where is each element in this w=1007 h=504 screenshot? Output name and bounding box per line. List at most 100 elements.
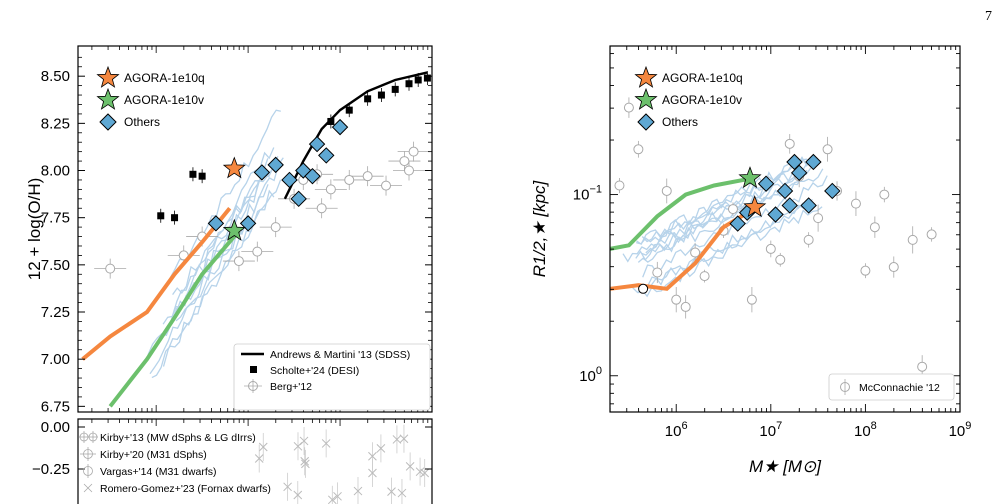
romero-cross bbox=[254, 454, 264, 463]
scholte-point bbox=[423, 74, 431, 82]
berg-point bbox=[105, 263, 116, 274]
simulation-track bbox=[162, 171, 265, 325]
mcconnachie-point bbox=[690, 247, 701, 258]
simulation-track bbox=[170, 158, 269, 321]
agora-1e10q-star bbox=[222, 156, 246, 179]
others-diamond bbox=[207, 215, 225, 232]
simulation-track bbox=[641, 169, 808, 256]
romero-cross bbox=[392, 435, 402, 444]
right-legend-lower: McConnachie '12 bbox=[828, 373, 955, 401]
right-marks bbox=[609, 97, 937, 379]
others-diamond bbox=[729, 215, 746, 232]
legend-square-scholte bbox=[250, 366, 257, 373]
y-tick-label: 100 bbox=[579, 365, 602, 385]
romero-cross bbox=[387, 487, 396, 497]
agora-1e10q-track bbox=[81, 206, 232, 361]
mcconnachie-point bbox=[879, 189, 890, 200]
romero-cross bbox=[333, 491, 342, 501]
y-tick-label: 7.25 bbox=[41, 304, 70, 321]
berg-point bbox=[270, 222, 281, 233]
romero-cross bbox=[283, 482, 292, 492]
scholte-point bbox=[377, 91, 385, 99]
simulation-track bbox=[641, 159, 804, 243]
legend-label-kirby20: Kirby+'20 (M31 dSphs) bbox=[100, 449, 207, 461]
scholte-point bbox=[327, 117, 335, 125]
legend-label-andrews: Andrews & Martini '13 (SDSS) bbox=[270, 349, 410, 361]
mcconnachie-point bbox=[765, 243, 776, 254]
romero-cross bbox=[405, 462, 415, 471]
legend-label-vargas: Vargas+'14 (M31 dwarfs) bbox=[100, 466, 216, 478]
right-frame bbox=[609, 45, 961, 413]
simulation-track bbox=[636, 158, 812, 245]
x-tick-label: 106 bbox=[665, 420, 688, 440]
legend-label-1e10v-right: AGORA-1e10v bbox=[662, 93, 742, 107]
scholte-point bbox=[414, 76, 422, 84]
romero-cross bbox=[415, 467, 425, 477]
right-x-axis-label: M★ [M⊙] bbox=[749, 457, 822, 476]
left-bottom-legend: Kirby+'13 (MW dSphs & LG dIrrs) Kirby+'2… bbox=[79, 431, 271, 495]
right-legend-upper: AGORA-1e10q AGORA-1e10v Others bbox=[634, 65, 743, 131]
legend-box-right bbox=[828, 373, 955, 401]
x-tick-label: 107 bbox=[759, 420, 782, 440]
others-diamond bbox=[253, 164, 271, 181]
legend-star-1e10v-right bbox=[634, 87, 658, 110]
left-bottom-frame bbox=[77, 418, 433, 504]
agora-1e10q-star bbox=[743, 195, 767, 218]
romero-cross bbox=[258, 442, 268, 452]
others-diamond bbox=[781, 197, 798, 214]
scholte-point bbox=[171, 214, 179, 222]
mcconnachie-point bbox=[746, 294, 757, 305]
others-diamond bbox=[790, 164, 808, 182]
right-y-axis-label: R1/2,★ [kpc] bbox=[530, 179, 549, 277]
mcconnachie-point bbox=[680, 301, 691, 312]
y-tick-label: 6.75 bbox=[41, 398, 70, 415]
others-diamond bbox=[805, 153, 822, 171]
berg-point bbox=[325, 184, 336, 195]
legend-label-1e10q-right: AGORA-1e10q bbox=[662, 71, 743, 85]
scholte-point bbox=[391, 85, 399, 93]
y-tick-label: 7.50 bbox=[41, 257, 70, 274]
romero-cross bbox=[327, 495, 337, 504]
berg-point bbox=[381, 180, 392, 191]
romero-cross bbox=[420, 468, 430, 478]
right-panel: 106 107 108 109 100 10−1 R1/2,★ [kpc] M★ [M⊙]… bbox=[530, 45, 971, 476]
mcconnachie-point bbox=[623, 102, 634, 113]
left-top-frame bbox=[77, 45, 433, 413]
berg-point bbox=[362, 171, 373, 182]
simulation-track bbox=[637, 168, 824, 263]
mcconnachie-point bbox=[699, 271, 710, 282]
right-ticks: 106 107 108 109 100 10−1 bbox=[573, 46, 971, 440]
mcconnachie-point bbox=[917, 361, 928, 372]
romero-cross bbox=[321, 439, 331, 448]
left-bottom-panel: 0.00 −0.25 Kirby+'13 (MW dSphs & LG dIrrs… bbox=[32, 418, 433, 504]
legend-label-romero: Romero-Gomez+'23 (Fornax dwarfs) bbox=[100, 483, 271, 495]
y-tick-label: 8.00 bbox=[41, 163, 70, 180]
andrews-martini-line bbox=[283, 71, 428, 200]
scholte-point bbox=[364, 95, 372, 103]
scholte-point bbox=[345, 106, 353, 114]
mcconnachie-point bbox=[661, 185, 672, 196]
berg-point bbox=[316, 203, 327, 214]
start-marker bbox=[638, 283, 649, 294]
simulation-track bbox=[632, 198, 813, 294]
legend-label-mcconnachie: McConnachie '12 bbox=[859, 382, 940, 394]
page-number: 7 bbox=[985, 9, 992, 24]
mcconnachie-point bbox=[869, 222, 880, 233]
mcconnachie-point bbox=[822, 144, 833, 155]
y-tick-label: 7.00 bbox=[41, 351, 70, 368]
y-tick-label: 10−1 bbox=[573, 184, 602, 204]
y-tick-label: 8.25 bbox=[41, 115, 70, 132]
scholte-point bbox=[405, 80, 413, 88]
romero-cross bbox=[368, 468, 377, 478]
mcconnachie-point bbox=[614, 180, 625, 191]
berg-point bbox=[233, 256, 244, 267]
mcconnachie-point bbox=[633, 144, 644, 155]
others-diamond bbox=[767, 206, 784, 223]
mcconnachie-point bbox=[888, 262, 899, 273]
legend-diamond-others-right bbox=[637, 113, 655, 131]
simulation-track bbox=[637, 206, 823, 298]
legend-star-1e10q-right bbox=[634, 65, 658, 88]
legend-diamond-others bbox=[99, 113, 117, 131]
others-diamond bbox=[800, 197, 817, 214]
